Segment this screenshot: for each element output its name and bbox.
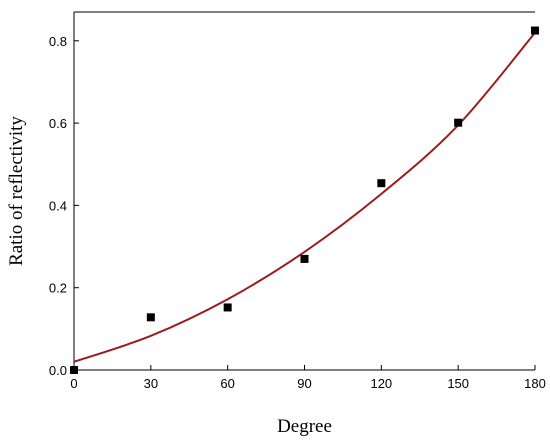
data-points-layer: [70, 26, 539, 374]
data-point: [454, 118, 463, 127]
x-tick-label: 30: [144, 376, 158, 391]
x-tick-label: 0: [70, 376, 77, 391]
fit-curve-layer: [73, 32, 536, 363]
fit-curve-line: [73, 32, 536, 363]
data-point: [300, 254, 309, 263]
x-tick-label: 180: [524, 376, 546, 391]
y-tick-label: 0.6: [49, 116, 67, 131]
plot-area: [73, 11, 535, 371]
data-point: [146, 313, 155, 322]
data-point: [70, 366, 78, 374]
y-tick-label: 0.8: [49, 34, 67, 49]
y-tick-label: 0.2: [49, 281, 67, 296]
x-tick-label: 60: [220, 376, 234, 391]
data-point: [377, 179, 386, 188]
x-ticks: 0 30 60 90 120 150 180: [70, 365, 546, 391]
data-point: [531, 26, 539, 35]
y-ticks: 0.0 0.2 0.4 0.6 0.8: [49, 34, 79, 378]
x-tick-label: 150: [447, 376, 469, 391]
x-axis-title: Degree: [277, 416, 332, 437]
x-tick-label: 120: [370, 376, 392, 391]
x-tick-label: 90: [297, 376, 311, 391]
y-tick-label: 0.4: [49, 198, 67, 213]
y-tick-label: 0.0: [49, 363, 67, 378]
data-point: [223, 303, 232, 312]
y-axis-title: Ratio of reflectivity: [6, 116, 27, 266]
